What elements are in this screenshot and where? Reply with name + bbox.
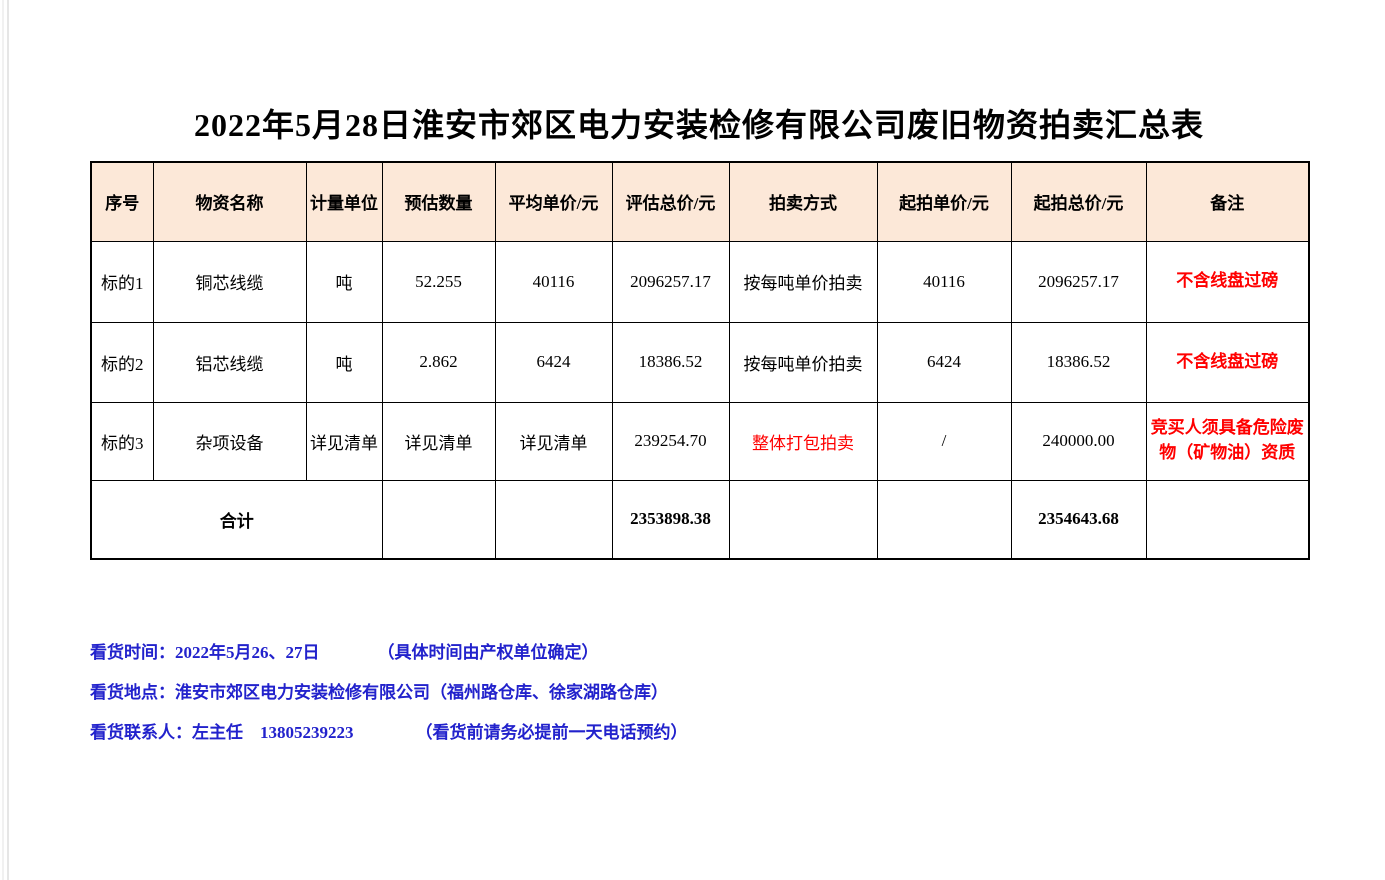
table-header-row: 序号 物资名称 计量单位 预估数量 平均单价/元 评估总价/元 拍卖方式 起拍单…: [90, 161, 1310, 242]
header-cell-starting-total: 起拍总价/元: [1010, 161, 1147, 242]
cell-starting-unit-price: 40116: [876, 240, 1012, 323]
header-cell-remarks: 备注: [1145, 161, 1310, 242]
cell-estimated-quantity: 52.255: [381, 240, 496, 323]
total-appraised-cell: 2353898.38: [611, 479, 730, 560]
cell-serial: 标的1: [90, 240, 154, 323]
cell-unit: 详见清单: [305, 401, 383, 481]
cell-material-name: 杂项设备: [152, 401, 307, 481]
cell-remarks: 竞买人须具备危险废物（矿物油）资质: [1145, 401, 1310, 481]
cell-average-unit-price: 40116: [494, 240, 613, 323]
cell-unit: 吨: [305, 240, 383, 323]
cell-starting-total: 2096257.17: [1010, 240, 1147, 323]
auction-summary-table: 序号 物资名称 计量单位 预估数量 平均单价/元 评估总价/元 拍卖方式 起拍单…: [90, 161, 1310, 560]
table-row-lot1: 标的1 铜芯线缆 吨 52.255 40116 2096257.17 按每吨单价…: [90, 240, 1310, 323]
cell-appraised-total: 18386.52: [611, 321, 730, 403]
total-empty-starting-unit-price: [876, 479, 1012, 560]
header-cell-appraised-total: 评估总价/元: [611, 161, 730, 242]
cell-average-unit-price: 详见清单: [494, 401, 613, 481]
header-cell-auction-method: 拍卖方式: [728, 161, 878, 242]
cell-auction-method: 按每吨单价拍卖: [728, 240, 878, 323]
cell-auction-method: 按每吨单价拍卖: [728, 321, 878, 403]
left-edge-line: [2, 0, 4, 880]
note-main-text: 看货联系人：左主任 13805239223: [90, 722, 354, 742]
cell-average-unit-price: 6424: [494, 321, 613, 403]
cell-serial: 标的2: [90, 321, 154, 403]
note-viewing-contact: 看货联系人：左主任 13805239223 （看货前请务必提前一天电话预约）: [90, 710, 1190, 750]
total-starting-cell: 2354643.68: [1010, 479, 1147, 560]
cell-estimated-quantity: 详见清单: [381, 401, 496, 481]
table-row-lot2: 标的2 铝芯线缆 吨 2.862 6424 18386.52 按每吨单价拍卖 6…: [90, 321, 1310, 403]
total-empty-auction-method: [728, 479, 878, 560]
cell-starting-unit-price: 6424: [876, 321, 1012, 403]
total-label-cell: 合计: [90, 479, 383, 560]
cell-material-name: 铜芯线缆: [152, 240, 307, 323]
cell-unit: 吨: [305, 321, 383, 403]
header-cell-serial: 序号: [90, 161, 154, 242]
total-empty-estimated-quantity: [381, 479, 496, 560]
left-edge-line-inner: [7, 0, 9, 880]
cell-starting-unit-price: /: [876, 401, 1012, 481]
cell-remarks: 不含线盘过磅: [1145, 240, 1310, 323]
cell-serial: 标的3: [90, 401, 154, 481]
header-cell-starting-unit-price: 起拍单价/元: [876, 161, 1012, 242]
cell-auction-method: 整体打包拍卖: [728, 401, 878, 481]
table-total-row: 合计 2353898.38 2354643.68: [90, 479, 1310, 560]
note-viewing-location: 看货地点：淮安市郊区电力安装检修有限公司（福州路仓库、徐家湖路仓库）: [90, 670, 1190, 710]
note-paren-text: （具体时间由产权单位确定）: [377, 642, 599, 662]
note-main-text: 看货地点：淮安市郊区电力安装检修有限公司（福州路仓库、徐家湖路仓库）: [90, 682, 668, 702]
viewing-notes-section: 看货时间：2022年5月26、27日 （具体时间由产权单位确定） 看货地点：淮安…: [90, 630, 1190, 750]
cell-remarks: 不含线盘过磅: [1145, 321, 1310, 403]
total-empty-average-unit-price: [494, 479, 613, 560]
table-row-lot3: 标的3 杂项设备 详见清单 详见清单 详见清单 239254.70 整体打包拍卖…: [90, 401, 1310, 481]
page-title: 2022年5月28日淮安市郊区电力安装检修有限公司废旧物资拍卖汇总表: [193, 107, 1204, 143]
cell-appraised-total: 239254.70: [611, 401, 730, 481]
cell-starting-total: 240000.00: [1010, 401, 1147, 481]
header-cell-estimated-quantity: 预估数量: [381, 161, 496, 242]
cell-starting-total: 18386.52: [1010, 321, 1147, 403]
header-cell-material-name: 物资名称: [152, 161, 307, 242]
note-paren-text: （看货前请务必提前一天电话预约）: [415, 722, 688, 742]
cell-material-name: 铝芯线缆: [152, 321, 307, 403]
note-main-text: 看货时间：2022年5月26、27日: [90, 642, 320, 662]
total-empty-remarks: [1145, 479, 1310, 560]
header-cell-unit: 计量单位: [305, 161, 383, 242]
header-cell-average-unit-price: 平均单价/元: [494, 161, 613, 242]
note-viewing-time: 看货时间：2022年5月26、27日 （具体时间由产权单位确定）: [90, 630, 1190, 670]
cell-estimated-quantity: 2.862: [381, 321, 496, 403]
cell-appraised-total: 2096257.17: [611, 240, 730, 323]
